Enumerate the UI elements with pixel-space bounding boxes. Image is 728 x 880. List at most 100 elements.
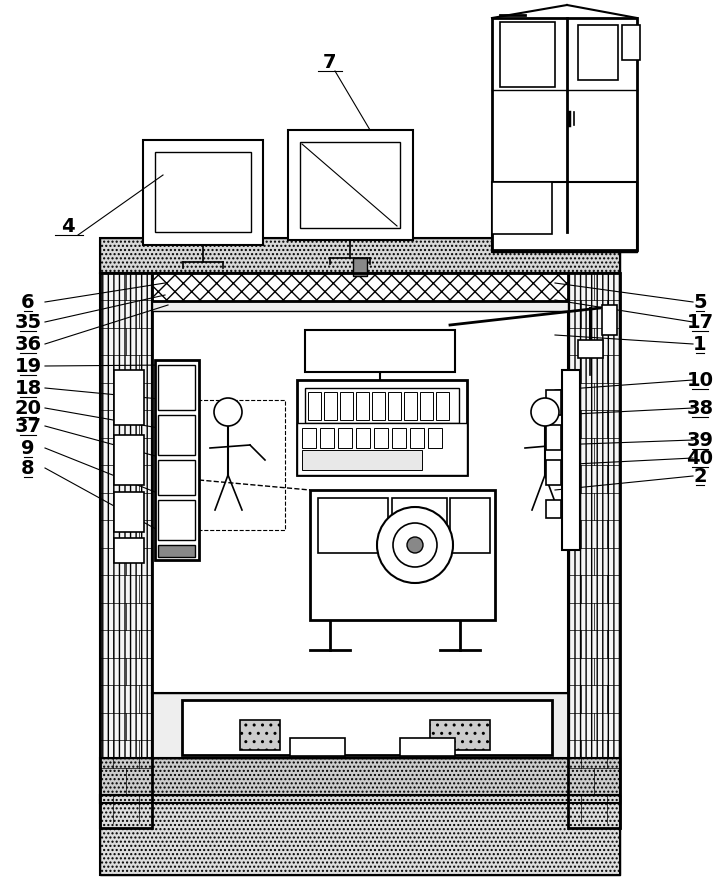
Bar [100, 238, 620, 273]
Bar [297, 423, 467, 475]
Bar [300, 142, 400, 228]
Bar [100, 795, 620, 875]
Bar [308, 392, 321, 420]
Text: 20: 20 [15, 399, 41, 417]
Text: 2: 2 [693, 466, 707, 486]
Bar [562, 370, 580, 550]
Text: 35: 35 [15, 312, 41, 332]
Text: 8: 8 [21, 458, 35, 478]
Bar [155, 152, 251, 232]
Bar [430, 720, 490, 750]
Bar [578, 340, 603, 358]
Text: 9: 9 [21, 438, 35, 458]
Bar [318, 498, 388, 553]
Bar [100, 758, 620, 803]
Bar [114, 435, 144, 485]
Circle shape [407, 537, 423, 553]
Bar [180, 400, 285, 530]
Bar [290, 738, 345, 756]
Bar [404, 392, 417, 420]
Bar [158, 500, 195, 540]
Text: 1: 1 [693, 334, 707, 354]
Bar [114, 370, 144, 425]
Bar [158, 460, 195, 495]
Circle shape [531, 398, 559, 426]
Bar [492, 182, 552, 234]
Text: 10: 10 [687, 370, 713, 390]
Bar [310, 490, 495, 620]
Bar [305, 388, 459, 423]
Bar [546, 390, 561, 415]
Text: 4: 4 [61, 216, 75, 236]
Bar [356, 428, 370, 448]
Bar [288, 130, 413, 240]
Bar [546, 460, 561, 485]
Text: 17: 17 [687, 312, 713, 332]
Bar [400, 738, 455, 756]
Bar [143, 140, 263, 245]
Text: 6: 6 [21, 292, 35, 312]
Bar [578, 25, 618, 80]
Bar [436, 392, 449, 420]
Bar [100, 238, 620, 273]
Bar [420, 392, 433, 420]
Text: 7: 7 [323, 53, 337, 71]
Bar [100, 795, 620, 875]
Circle shape [377, 507, 453, 583]
Text: 18: 18 [15, 378, 41, 398]
Bar [546, 500, 561, 518]
Bar [450, 498, 490, 553]
Text: 40: 40 [687, 449, 713, 467]
Circle shape [393, 523, 437, 567]
Bar [374, 428, 388, 448]
Bar [100, 273, 152, 828]
Bar [240, 720, 280, 750]
Bar [568, 273, 620, 828]
Bar [158, 415, 195, 455]
Bar [100, 273, 152, 828]
Bar [500, 22, 555, 87]
Bar [152, 273, 568, 301]
Bar [338, 428, 352, 448]
Bar [388, 392, 401, 420]
Bar [155, 360, 199, 560]
Circle shape [214, 398, 242, 426]
Bar [114, 538, 144, 563]
Bar [602, 305, 617, 335]
Bar [492, 182, 637, 252]
Bar [492, 18, 637, 250]
Bar [428, 428, 442, 448]
Bar [158, 545, 195, 557]
Bar [114, 492, 144, 532]
Text: 19: 19 [15, 356, 41, 376]
Bar [320, 428, 334, 448]
Bar [492, 182, 637, 252]
Text: 37: 37 [15, 416, 41, 436]
Bar [568, 273, 620, 828]
Bar [305, 330, 455, 372]
Bar [152, 273, 568, 758]
Bar [182, 700, 552, 755]
Bar [100, 758, 620, 803]
Bar [372, 392, 385, 420]
Bar [302, 428, 316, 448]
Bar [302, 450, 422, 470]
Text: 5: 5 [693, 292, 707, 312]
Bar [546, 425, 561, 450]
Text: 39: 39 [687, 430, 713, 450]
Bar [297, 380, 467, 475]
Bar [152, 301, 568, 311]
Bar [158, 365, 195, 410]
Bar [152, 273, 568, 301]
Bar [392, 498, 447, 553]
Bar [152, 693, 568, 758]
Bar [410, 428, 424, 448]
Bar [340, 392, 353, 420]
Bar [324, 392, 337, 420]
Bar [392, 428, 406, 448]
Bar [353, 258, 367, 276]
Text: 36: 36 [15, 334, 41, 354]
Bar [622, 25, 640, 60]
Text: 38: 38 [687, 399, 713, 417]
Bar [356, 392, 369, 420]
